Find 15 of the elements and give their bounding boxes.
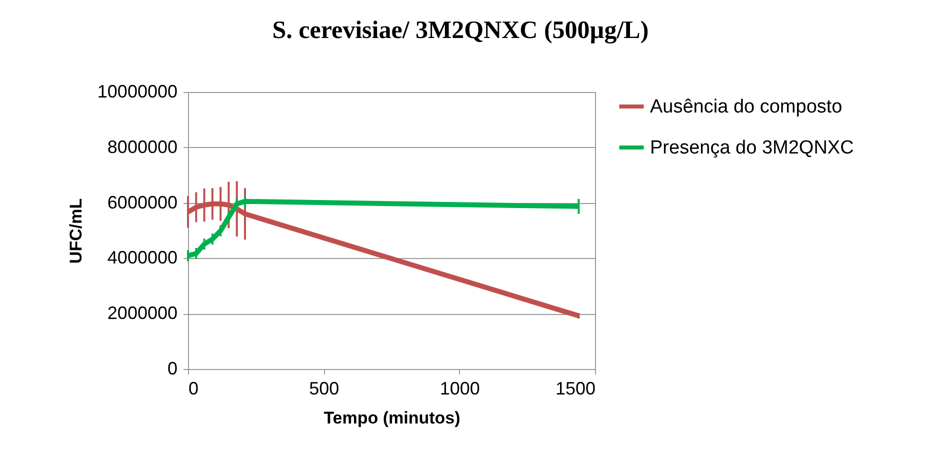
y-tick-label: 6000000 bbox=[107, 192, 178, 212]
legend-label: Ausência do composto bbox=[650, 96, 842, 118]
y-tick-label: 8000000 bbox=[107, 136, 178, 157]
x-tick-label: 0 bbox=[188, 378, 199, 398]
y-tick-label: 10000000 bbox=[97, 82, 178, 102]
y-tick-label: 4000000 bbox=[107, 248, 178, 268]
x-tick-label: 1500 bbox=[555, 378, 596, 398]
x-axis-title: Tempo (minutos) bbox=[324, 408, 460, 428]
y-tick-label: 2000000 bbox=[107, 303, 178, 324]
chart-title: S. cerevisiae/ 3M2QNXC (500µg/L) bbox=[272, 17, 649, 44]
legend-label: Presença do 3M2QNXC bbox=[650, 138, 854, 158]
x-tick-label: 500 bbox=[309, 378, 340, 398]
y-axis-title: UFC/mL bbox=[66, 198, 86, 264]
x-tick-label: 1000 bbox=[440, 378, 480, 398]
y-tick-label: 0 bbox=[167, 358, 178, 378]
